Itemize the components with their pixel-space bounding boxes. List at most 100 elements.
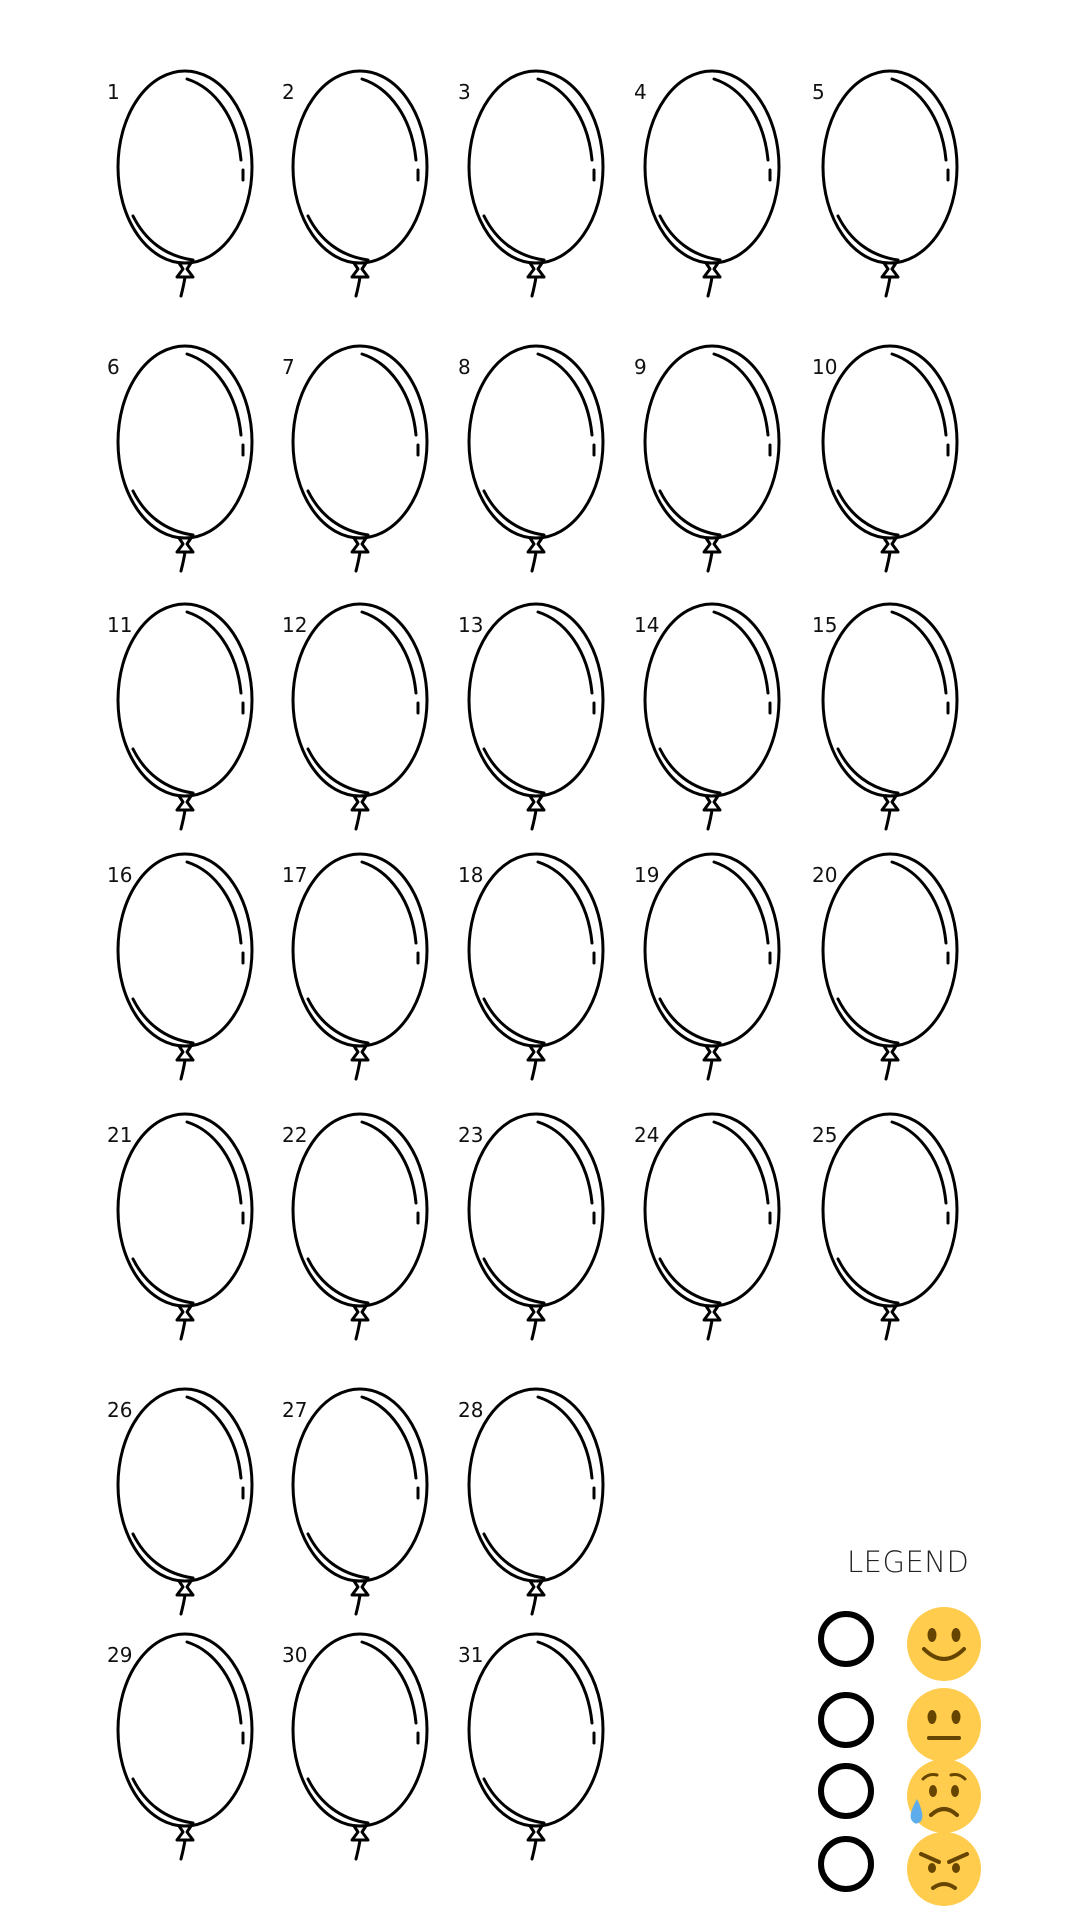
balloon-19: 19: [634, 852, 796, 1083]
balloon-knot: [175, 1044, 195, 1062]
balloon-number: 22: [282, 1123, 308, 1147]
balloon-knot: [175, 261, 195, 279]
balloon-string: [354, 1318, 362, 1341]
balloon-body: [467, 344, 605, 540]
balloon-number: 12: [282, 613, 308, 637]
balloon-27: 27: [282, 1387, 444, 1618]
balloon-string: [179, 1593, 187, 1616]
balloon-body: [467, 1632, 605, 1828]
balloon-shine-arc: [306, 747, 370, 795]
balloon-body: [821, 602, 959, 798]
balloon-string: [179, 1838, 187, 1861]
balloon-4: 4: [634, 69, 796, 300]
balloon-highlight-arc: [360, 860, 418, 945]
balloon-body: [116, 1632, 254, 1828]
balloon-highlight-arc: [360, 1395, 418, 1480]
legend-color-circle[interactable]: [818, 1836, 874, 1892]
balloon-knot: [526, 1824, 546, 1842]
balloon-shine-arc: [131, 997, 195, 1045]
balloon-string: [179, 1318, 187, 1341]
balloon-number: 16: [107, 863, 133, 887]
balloon-string: [179, 808, 187, 831]
balloon-knot: [350, 261, 370, 279]
balloon-string: [530, 550, 538, 573]
balloon-shine-arc: [836, 214, 900, 262]
balloon-shine-arc: [836, 997, 900, 1045]
balloon-body: [467, 1387, 605, 1583]
balloon-knot: [350, 1044, 370, 1062]
balloon-12: 12: [282, 602, 444, 833]
legend-row: [815, 1688, 1015, 1762]
balloon-15: 15: [812, 602, 974, 833]
balloon-body: [291, 602, 429, 798]
balloon-string: [179, 1058, 187, 1081]
balloon-highlight-arc: [712, 1120, 770, 1205]
balloon-string: [354, 1058, 362, 1081]
balloon-shine-arc: [658, 214, 722, 262]
balloon-string: [354, 808, 362, 831]
legend-color-circle[interactable]: [818, 1611, 874, 1667]
balloon-17: 17: [282, 852, 444, 1083]
balloon-body: [821, 69, 959, 265]
balloon-body: [821, 1112, 959, 1308]
balloon-highlight-arc: [536, 1640, 594, 1725]
balloon-highlight-arc: [712, 860, 770, 945]
balloon-number: 3: [458, 80, 471, 104]
balloon-shine-arc: [306, 1777, 370, 1825]
balloon-number: 14: [634, 613, 660, 637]
balloon-string: [706, 275, 714, 298]
balloon-knot: [880, 536, 900, 554]
balloon-number: 6: [107, 355, 120, 379]
balloon-number: 27: [282, 1398, 308, 1422]
balloon-number: 10: [812, 355, 838, 379]
neutral-face-icon: [907, 1688, 981, 1766]
balloon-body: [467, 852, 605, 1048]
balloon-number: 1: [107, 80, 120, 104]
balloon-number: 25: [812, 1123, 838, 1147]
legend-color-circle[interactable]: [818, 1763, 874, 1819]
balloon-number: 21: [107, 1123, 133, 1147]
legend: LEGEND: [815, 1545, 1015, 1906]
balloon-highlight-arc: [890, 352, 948, 437]
balloon-body: [291, 1112, 429, 1308]
balloon-shine-arc: [306, 1257, 370, 1305]
legend-color-circle[interactable]: [818, 1692, 874, 1748]
balloon-shine-arc: [306, 214, 370, 262]
balloon-string: [179, 275, 187, 298]
balloon-highlight-arc: [360, 1640, 418, 1725]
balloon-knot: [526, 1044, 546, 1062]
angry-face-icon: [907, 1832, 981, 1910]
balloon-shine-arc: [836, 747, 900, 795]
balloon-7: 7: [282, 344, 444, 575]
balloon-string: [179, 550, 187, 573]
balloon-number: 28: [458, 1398, 484, 1422]
balloon-body: [116, 602, 254, 798]
balloon-16: 16: [107, 852, 269, 1083]
balloon-23: 23: [458, 1112, 620, 1343]
balloon-number: 11: [107, 613, 133, 637]
balloon-knot: [350, 794, 370, 812]
balloon-6: 6: [107, 344, 269, 575]
balloon-body: [467, 1112, 605, 1308]
happy-face-icon: [907, 1607, 981, 1685]
balloon-highlight-arc: [360, 77, 418, 162]
balloon-number: 15: [812, 613, 838, 637]
balloon-string: [706, 1058, 714, 1081]
balloon-shine-arc: [131, 489, 195, 537]
balloon-number: 9: [634, 355, 647, 379]
balloon-string: [706, 808, 714, 831]
balloon-shine-arc: [482, 214, 546, 262]
balloon-highlight-arc: [185, 1120, 243, 1205]
balloon-highlight-arc: [185, 1640, 243, 1725]
balloon-string: [530, 808, 538, 831]
balloon-highlight-arc: [536, 860, 594, 945]
balloon-highlight-arc: [360, 610, 418, 695]
balloon-number: 19: [634, 863, 660, 887]
balloon-shine-arc: [131, 214, 195, 262]
balloon-string: [530, 1838, 538, 1861]
balloon-18: 18: [458, 852, 620, 1083]
balloon-8: 8: [458, 344, 620, 575]
balloon-knot: [175, 794, 195, 812]
balloon-31: 31: [458, 1632, 620, 1863]
balloon-knot: [880, 1044, 900, 1062]
